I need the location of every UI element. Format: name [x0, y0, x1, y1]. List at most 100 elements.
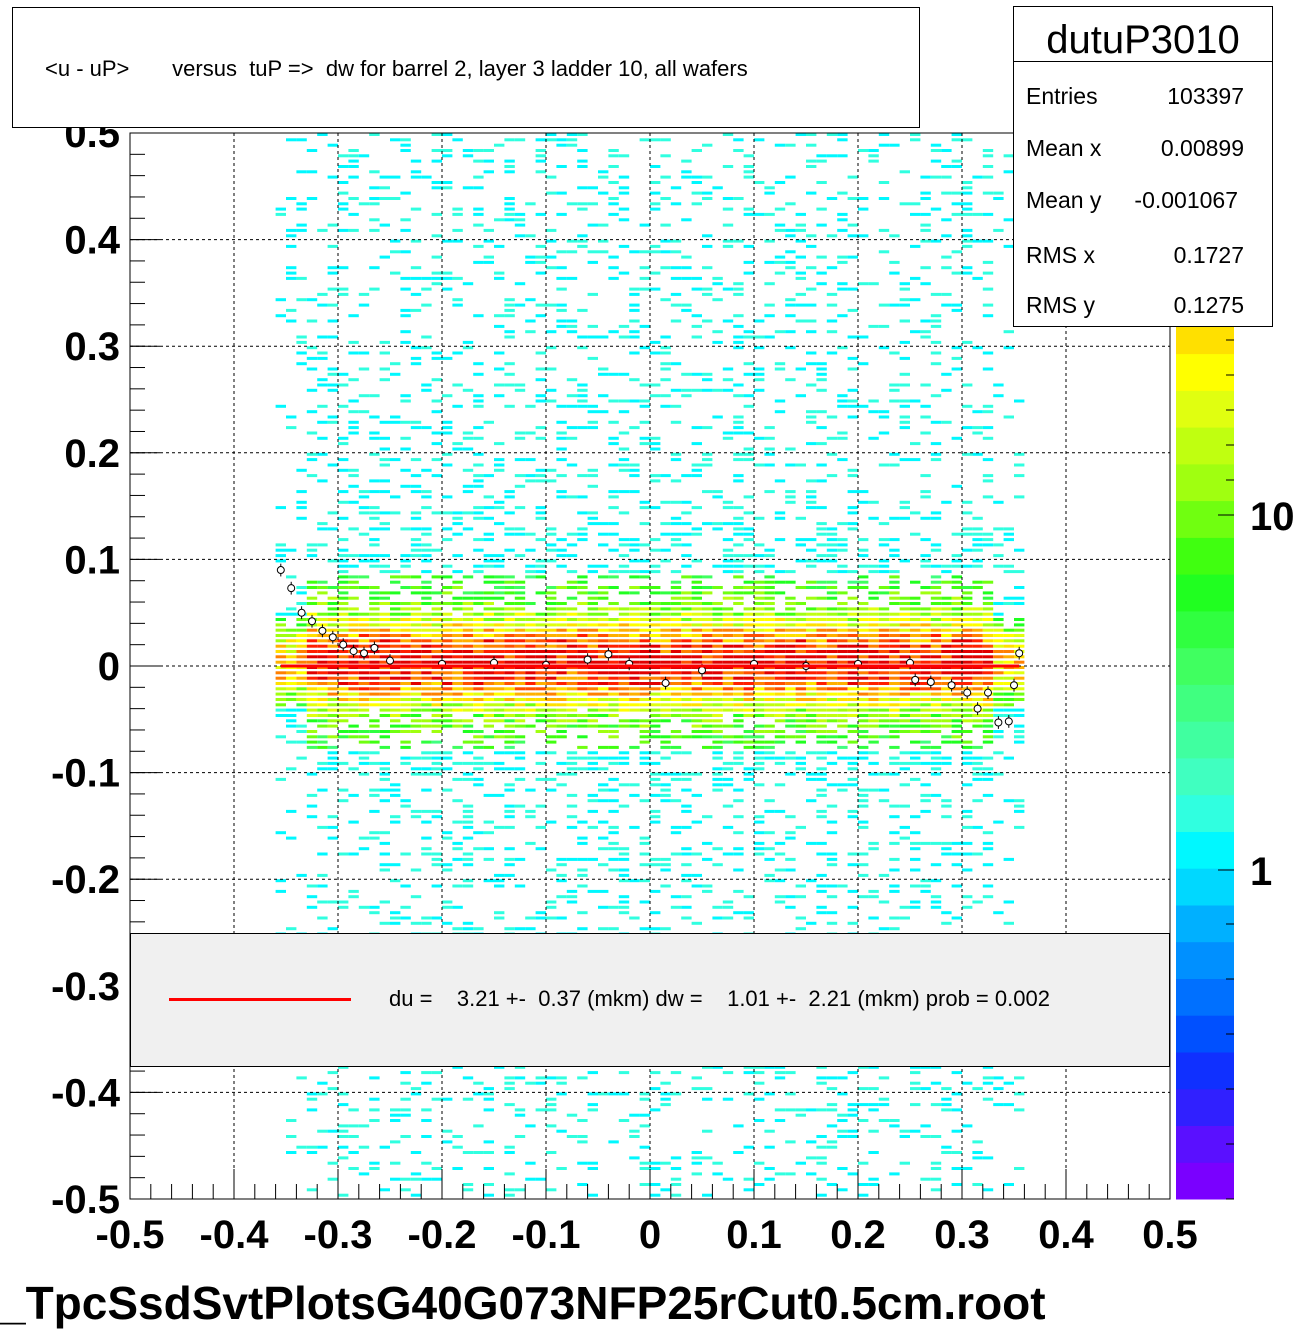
heatmap-bin	[951, 623, 962, 627]
heatmap-bin	[338, 703, 349, 707]
heatmap-bin	[930, 511, 942, 515]
heatmap-bin	[546, 618, 557, 621]
heatmap-bin	[618, 324, 630, 328]
heatmap-bin	[743, 260, 754, 264]
heatmap-bin	[296, 708, 307, 712]
heatmap-bin	[358, 618, 370, 621]
heatmap-bin	[556, 212, 567, 216]
heatmap-bin	[754, 580, 765, 584]
heatmap-bin	[722, 655, 734, 659]
heatmap-bin	[566, 644, 578, 648]
heatmap-bin	[743, 404, 754, 408]
heatmap-bin	[275, 831, 286, 835]
heatmap-bin	[816, 223, 827, 227]
heatmap-bin	[712, 719, 723, 723]
heatmap-bin	[306, 745, 318, 749]
heatmap-bin	[774, 719, 786, 723]
heatmap-bin	[722, 591, 734, 595]
heatmap-bin	[847, 527, 858, 531]
heatmap-bin	[858, 804, 869, 808]
heatmap-bin	[410, 607, 422, 611]
heatmap-bin	[546, 532, 557, 536]
heatmap-bin	[660, 660, 671, 664]
heatmap-bin	[743, 591, 754, 595]
heatmap-bin	[670, 623, 682, 627]
heatmap-bin	[296, 740, 307, 744]
heatmap-bin	[920, 676, 931, 680]
heatmap-bin	[951, 884, 962, 888]
heatmap-bin	[275, 506, 286, 510]
heatmap-bin	[650, 815, 661, 819]
heatmap-bin	[587, 410, 598, 414]
heatmap-bin	[317, 719, 328, 723]
heatmap-bin	[504, 740, 515, 744]
heatmap-bin	[608, 330, 619, 334]
heatmap-bin	[858, 607, 869, 611]
heatmap-bin	[920, 644, 931, 648]
heatmap-bin	[379, 745, 390, 749]
heatmap-bin	[618, 634, 630, 637]
heatmap-bin	[858, 852, 869, 856]
heatmap-bin	[608, 255, 619, 259]
heatmap-bin	[431, 708, 442, 712]
heatmap-bin	[878, 607, 890, 611]
heatmap-bin	[390, 916, 401, 920]
heatmap-bin	[400, 314, 411, 318]
heatmap-bin	[629, 559, 640, 563]
heatmap-bin	[962, 730, 973, 733]
heatmap-bin	[733, 292, 744, 296]
heatmap-bin	[379, 490, 390, 494]
heatmap-bin	[743, 644, 754, 648]
heatmap-bin	[764, 239, 775, 243]
heatmap-bin	[317, 580, 328, 584]
heatmap-bin	[1003, 1081, 1014, 1085]
heatmap-bin	[816, 740, 827, 744]
heatmap-bin	[421, 287, 432, 291]
heatmap-bin	[639, 655, 650, 659]
heatmap-bin	[743, 1092, 754, 1096]
heatmap-bin	[587, 793, 598, 797]
profile-point	[276, 566, 285, 575]
heatmap-bin	[639, 607, 650, 611]
heatmap-bin	[930, 655, 942, 659]
heatmap-bin	[535, 911, 546, 915]
heatmap-bin	[566, 660, 578, 664]
heatmap-bin	[483, 1193, 494, 1197]
heatmap-bin	[442, 868, 453, 872]
heatmap-bin	[826, 857, 838, 861]
heatmap-bin	[899, 655, 910, 659]
heatmap-bin	[722, 570, 734, 574]
heatmap-bin	[702, 607, 713, 611]
heatmap-bin	[816, 628, 827, 632]
heatmap-bin	[400, 394, 411, 398]
heatmap-bin	[462, 879, 474, 883]
heatmap-bin	[826, 1087, 838, 1091]
heatmap-bin	[868, 788, 879, 792]
heatmap-bin	[400, 420, 411, 424]
heatmap-bin	[816, 889, 827, 893]
heatmap-bin	[421, 740, 432, 744]
heatmap-bin	[951, 271, 962, 275]
heatmap-bin	[546, 479, 557, 483]
heatmap-bin	[650, 714, 661, 717]
heatmap-bin	[920, 266, 931, 270]
x-tick-label: -0.1	[512, 1213, 581, 1257]
heatmap-bin	[878, 410, 890, 414]
heatmap-bin	[868, 708, 879, 712]
profile-point	[308, 617, 316, 626]
heatmap-bin	[577, 698, 588, 701]
heatmap-bin	[868, 714, 879, 717]
heatmap-bin	[681, 777, 692, 781]
heatmap-bin	[473, 474, 484, 478]
heatmap-bin	[826, 682, 838, 685]
heatmap-bin	[535, 138, 546, 142]
heatmap-bin	[816, 154, 827, 158]
heatmap-bin	[317, 522, 328, 526]
heatmap-bin	[951, 212, 962, 216]
heatmap-bin	[878, 570, 890, 574]
heatmap-bin	[681, 698, 692, 701]
heatmap-bin	[899, 671, 910, 675]
heatmap-bin	[473, 1124, 484, 1128]
heatmap-bin	[650, 751, 661, 755]
heatmap-bin	[962, 628, 973, 632]
